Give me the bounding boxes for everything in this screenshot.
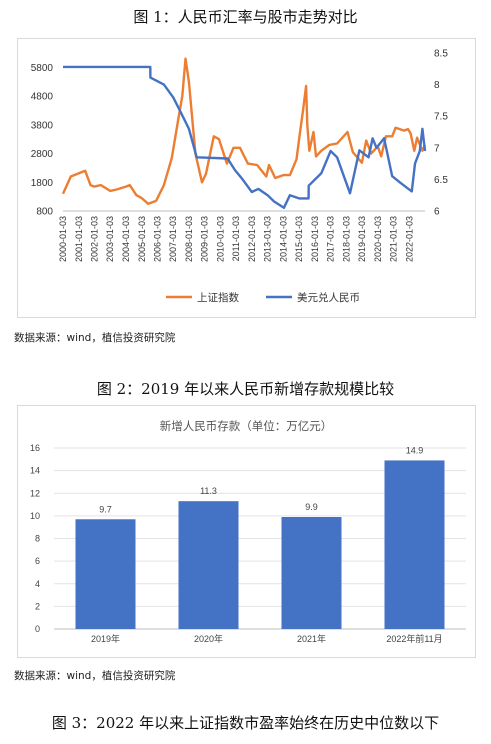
data-label: 14.9 bbox=[406, 445, 424, 455]
x-tick-label: 2017-01-03 bbox=[326, 216, 336, 262]
x-tick-label: 2006-01-03 bbox=[152, 216, 162, 262]
y-right-tick-label: 8.5 bbox=[434, 49, 448, 60]
bar bbox=[281, 517, 342, 629]
y-right-tick-label: 6 bbox=[434, 207, 440, 218]
y-left-tick-label: 2800 bbox=[31, 149, 54, 160]
y-tick-label: 10 bbox=[30, 511, 40, 521]
y-tick-label: 8 bbox=[35, 534, 40, 544]
y-tick-label: 2 bbox=[35, 601, 40, 611]
x-tick-label: 2021年 bbox=[297, 633, 326, 644]
x-tick-label: 2021-01-03 bbox=[389, 216, 399, 262]
x-tick-label: 2003-01-03 bbox=[105, 216, 115, 262]
y-right-tick-label: 8 bbox=[434, 80, 440, 91]
y-tick-label: 6 bbox=[35, 556, 40, 566]
data-label: 9.9 bbox=[305, 502, 318, 512]
x-tick-label: 2022-01-03 bbox=[404, 216, 414, 262]
bar bbox=[178, 501, 239, 629]
series-line-shanghai-index bbox=[61, 57, 427, 206]
y-left-tick-label: 5800 bbox=[31, 63, 54, 74]
x-tick-label: 2010-01-03 bbox=[215, 216, 225, 262]
figure-3-title: 图 3：2022 年以来上证指数市盈率始终在历史中位数以下 bbox=[51, 714, 440, 732]
legend-label: 上证指数 bbox=[197, 291, 239, 304]
x-tick-label: 2012-01-03 bbox=[247, 216, 257, 262]
x-tick-label: 2000-01-03 bbox=[58, 216, 68, 262]
x-tick-label: 2005-01-03 bbox=[137, 216, 147, 262]
x-tick-label: 2014-01-03 bbox=[278, 216, 288, 262]
data-label: 11.3 bbox=[200, 486, 217, 496]
x-tick-label: 2019-01-03 bbox=[357, 216, 367, 262]
figure-1-title: 图 1：人民币汇率与股市走势对比 bbox=[133, 8, 358, 26]
legend-label: 美元兑人民币 bbox=[297, 291, 360, 304]
x-tick-label: 2009-01-03 bbox=[200, 216, 210, 262]
x-tick-label: 2020年 bbox=[194, 633, 223, 644]
x-tick-label: 2022年前11月 bbox=[386, 633, 442, 644]
y-tick-label: 16 bbox=[30, 443, 40, 453]
y-left-tick-label: 800 bbox=[36, 207, 53, 218]
y-tick-label: 14 bbox=[30, 466, 40, 476]
x-tick-label: 2018-01-03 bbox=[341, 216, 351, 262]
x-tick-label: 2020-01-03 bbox=[373, 216, 383, 262]
chart-title: 新增人民币存款（单位：万亿元） bbox=[160, 419, 333, 433]
data-label: 9.7 bbox=[99, 504, 112, 514]
bar bbox=[75, 519, 136, 629]
y-tick-label: 4 bbox=[35, 579, 40, 589]
figure-2-title: 图 2：2019 年以来人民币新增存款规模比较 bbox=[96, 380, 395, 398]
bar bbox=[384, 460, 445, 629]
bar-chart-svg: 新增人民币存款（单位：万亿元） 0 2 4 6 8 10 12 14 16 9.7 2019年 11.3… bbox=[30, 419, 466, 644]
x-tick-label: 2013-01-03 bbox=[263, 216, 273, 262]
y-left-tick-label: 1800 bbox=[31, 178, 54, 189]
exchange-rate-stock-chart: 800 1800 2800 3800 4800 5800 6 6.5 7 7.5 8 8.5 2000-… bbox=[17, 38, 476, 318]
x-tick-label: 2015-01-03 bbox=[294, 216, 304, 262]
y-right-tick-label: 7.5 bbox=[434, 112, 448, 123]
figure-2-source: 数据来源：wind，植信投资研究院 bbox=[14, 670, 176, 682]
line-chart-svg: 800 1800 2800 3800 4800 5800 6 6.5 7 7.5 8 8.5 2000-… bbox=[31, 49, 449, 305]
new-deposits-bar-chart: 新增人民币存款（单位：万亿元） 0 2 4 6 8 10 12 14 16 9.7 2019年 11.3… bbox=[17, 405, 476, 658]
x-tick-label: 2001-01-03 bbox=[74, 216, 84, 262]
x-tick-label: 2002-01-03 bbox=[90, 216, 100, 262]
y-right-tick-label: 7 bbox=[434, 143, 440, 154]
figure-1-source: 数据来源：wind，植信投资研究院 bbox=[14, 332, 176, 344]
x-tick-label: 2016-01-03 bbox=[310, 216, 320, 262]
y-right-tick-label: 6.5 bbox=[434, 175, 448, 186]
x-tick-label: 2004-01-03 bbox=[121, 216, 131, 262]
x-tick-label: 2011-01-03 bbox=[231, 216, 241, 261]
x-tick-label: 2019年 bbox=[91, 633, 120, 644]
x-tick-label: 2007-01-03 bbox=[168, 216, 178, 262]
y-left-tick-label: 3800 bbox=[31, 120, 54, 131]
y-tick-label: 0 bbox=[35, 624, 40, 634]
x-tick-label: 2008-01-03 bbox=[184, 216, 194, 262]
y-left-tick-label: 4800 bbox=[31, 92, 54, 103]
series-line-usdcny bbox=[63, 65, 427, 210]
y-tick-label: 12 bbox=[30, 488, 40, 498]
